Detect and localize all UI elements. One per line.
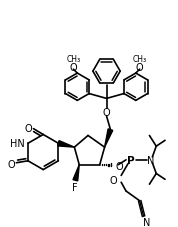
Text: F: F <box>72 182 77 192</box>
Text: N: N <box>147 155 154 165</box>
Text: O: O <box>8 159 15 169</box>
Polygon shape <box>58 141 74 148</box>
Text: O: O <box>136 63 143 73</box>
Text: CH₃: CH₃ <box>66 55 80 64</box>
Text: P: P <box>127 155 135 165</box>
Text: CH₃: CH₃ <box>133 55 147 64</box>
Text: N: N <box>143 217 150 227</box>
Text: O: O <box>25 123 32 133</box>
Text: O: O <box>115 161 123 171</box>
Text: O: O <box>70 63 77 73</box>
Text: O: O <box>103 108 110 118</box>
Polygon shape <box>73 165 79 181</box>
Text: O: O <box>110 175 117 185</box>
Polygon shape <box>105 129 113 148</box>
Text: HN: HN <box>10 139 25 149</box>
